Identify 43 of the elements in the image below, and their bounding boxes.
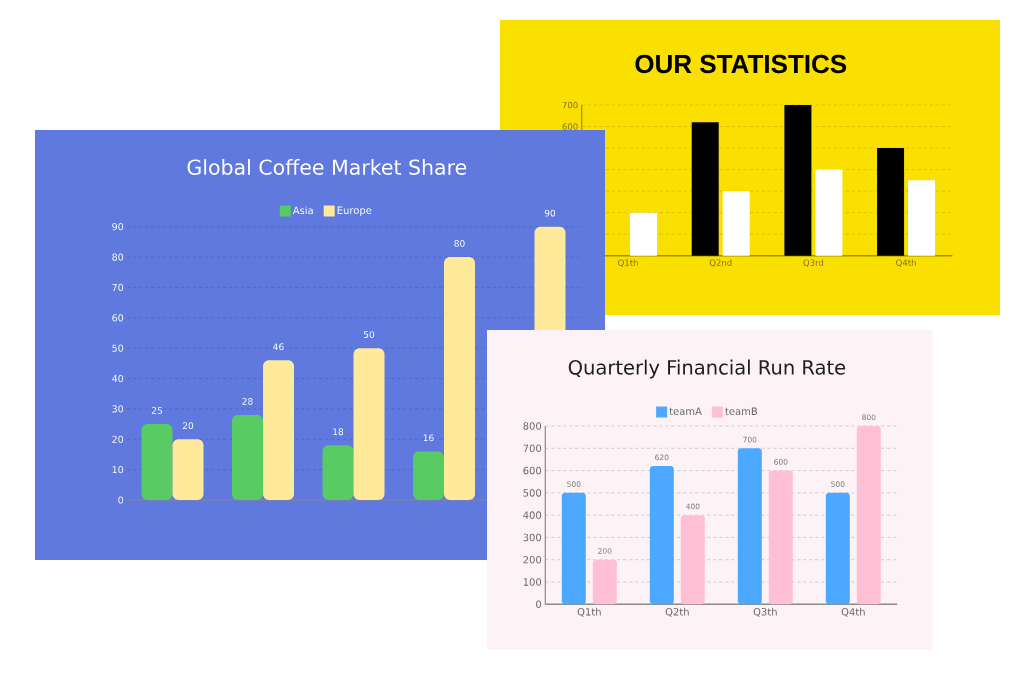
chart-title: OUR STATISTICS	[635, 54, 847, 74]
y-tick-label: 70	[112, 283, 124, 292]
y-tick-label: 0	[536, 600, 542, 609]
x-tick-label: Q2th	[665, 607, 689, 617]
y-tick-label: 30	[112, 405, 124, 413]
legend-label: Asia	[292, 206, 313, 215]
y-tick-label: 50	[112, 344, 124, 352]
y-tick-label: 500	[523, 489, 542, 497]
y-tick-label: 100	[523, 578, 542, 586]
x-tick-label: Q3th	[753, 607, 777, 617]
y-tick-label: 10	[112, 466, 124, 474]
data-label: 50	[363, 331, 375, 338]
data-label: 25	[151, 407, 162, 414]
x-tick-label: Q4th	[896, 259, 916, 267]
data-label: 46	[273, 343, 284, 351]
legend-label: teamA	[669, 407, 702, 416]
data-label: 18	[333, 428, 344, 436]
data-label: 80	[454, 240, 465, 247]
data-label: 16	[423, 434, 434, 442]
y-tick-label: 0	[118, 496, 124, 504]
legend-label: teamB	[725, 407, 758, 416]
y-tick-label: 20	[112, 435, 124, 443]
y-tick-label: 90	[112, 223, 124, 231]
x-tick-label: Q3rd	[803, 259, 824, 267]
legend-label: Europe	[337, 206, 372, 216]
y-tick-label: 60	[112, 314, 124, 322]
x-tick-label: Q1th	[577, 607, 601, 617]
y-tick-label: 700	[523, 444, 542, 453]
data-label: 90	[544, 209, 556, 217]
y-tick-label: 200	[523, 555, 542, 564]
data-label: 28	[242, 397, 253, 405]
x-tick-label: Q2nd	[709, 259, 732, 267]
y-tick-label: 300	[523, 533, 542, 542]
y-tick-label: 40	[112, 374, 124, 383]
chart-title: Global Coffee Market Share	[187, 159, 467, 175]
data-label: 20	[182, 422, 194, 430]
y-tick-label: 400	[523, 511, 542, 519]
x-tick-label: Q4th	[841, 607, 865, 617]
y-tick-label: 600	[523, 466, 542, 475]
y-tick-label: 80	[112, 253, 124, 261]
y-tick-label: 800	[523, 422, 542, 430]
x-tick-label: Q1th	[618, 259, 638, 267]
chart-title: Quarterly Financial Run Rate	[568, 359, 846, 379]
